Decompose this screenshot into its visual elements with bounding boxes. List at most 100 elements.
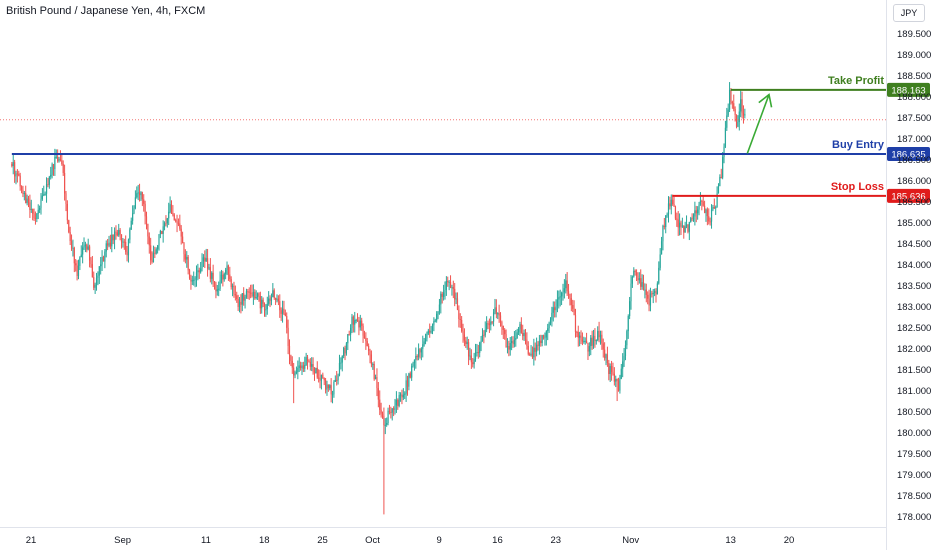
candle-body (348, 334, 350, 336)
candle-body (173, 214, 175, 221)
candle-body (259, 296, 261, 309)
candle-body (520, 324, 522, 333)
candle-body (472, 362, 474, 365)
candle-body (705, 209, 707, 214)
candle-body (630, 283, 632, 302)
candle-body (279, 301, 281, 311)
candle-body (473, 358, 475, 365)
candle-body (237, 298, 239, 307)
candle-body (215, 283, 217, 292)
candle-body (341, 355, 343, 363)
candle-body (405, 380, 407, 394)
currency-button[interactable]: JPY (893, 4, 925, 22)
candle-body (698, 204, 700, 210)
candle-body (691, 218, 693, 220)
candle-body (580, 335, 582, 340)
candle-body (283, 308, 285, 314)
candle-body (391, 408, 393, 413)
candle-body (155, 249, 157, 254)
candle-body (652, 292, 654, 295)
candle-body (255, 296, 257, 299)
candle-body (144, 203, 146, 217)
candle-body (667, 203, 670, 215)
candle-body (701, 200, 703, 202)
candle-body (229, 274, 231, 280)
candle-body (380, 409, 382, 414)
candle-body (590, 337, 592, 347)
candle-body (676, 218, 678, 220)
candle-body (179, 223, 181, 229)
candle-body (504, 329, 506, 335)
candle-body (68, 220, 70, 233)
candle-body (172, 212, 174, 215)
candle-body (30, 208, 32, 210)
candle-body (50, 174, 52, 177)
candle-body (138, 192, 141, 196)
candle-body (34, 218, 37, 220)
candle-body (363, 335, 366, 338)
candle-body (175, 220, 177, 222)
y-tick-label: 181.000 (897, 386, 931, 397)
candle-body (14, 162, 16, 177)
candle-body (622, 361, 624, 369)
candle-body (58, 158, 60, 162)
candle-body (70, 241, 73, 249)
candle-body (304, 364, 306, 369)
x-tick-label: 20 (784, 535, 795, 546)
candle-body (519, 324, 521, 329)
candle-body (266, 303, 268, 310)
candle-body (195, 272, 198, 278)
candle-body (87, 246, 89, 250)
candle-body (406, 380, 409, 387)
candle-body (293, 367, 295, 376)
candle-body (540, 340, 542, 344)
candle-body (254, 292, 256, 299)
candle-body (466, 342, 468, 344)
candle-body (599, 334, 602, 338)
candle-body (201, 261, 203, 269)
candle-body (484, 329, 486, 336)
candle-body (513, 339, 515, 345)
candle-body (526, 339, 528, 346)
candle-body (680, 222, 682, 227)
candle-body (209, 267, 211, 279)
candle-body (559, 296, 561, 298)
candle-body (343, 348, 345, 356)
candle-body (115, 231, 117, 233)
candle-body (641, 282, 643, 287)
candle-body (695, 210, 697, 214)
candle-body (295, 372, 298, 374)
candle-body (602, 343, 604, 350)
candle-body (37, 209, 39, 214)
y-tick-label: 183.500 (897, 281, 931, 292)
candles (11, 82, 746, 515)
candle-body (219, 279, 221, 289)
candle-body (184, 254, 186, 260)
candle-body (738, 111, 740, 123)
candle-body (340, 362, 342, 364)
candle-body (638, 278, 640, 281)
candle-body (309, 361, 311, 367)
candle-body (723, 146, 725, 157)
candle-body (12, 162, 14, 166)
candle-body (577, 332, 579, 338)
candle-body (627, 316, 629, 332)
candle-body (501, 322, 503, 327)
candle-body (18, 173, 20, 176)
candle-body (710, 209, 713, 222)
candle-body (256, 293, 259, 297)
candle-body (419, 349, 421, 353)
candle-body (740, 99, 742, 112)
candle-body (506, 346, 509, 348)
candle-body (69, 232, 71, 242)
candle-body (722, 156, 724, 178)
candle-body (45, 184, 48, 194)
candle-body (191, 280, 193, 282)
arrow-head (758, 93, 773, 108)
candle-body (654, 291, 656, 293)
candle-body (517, 328, 520, 333)
candle-body (595, 340, 597, 342)
candle-body (634, 270, 636, 273)
candle-body (319, 378, 321, 381)
candle-body (306, 357, 309, 361)
